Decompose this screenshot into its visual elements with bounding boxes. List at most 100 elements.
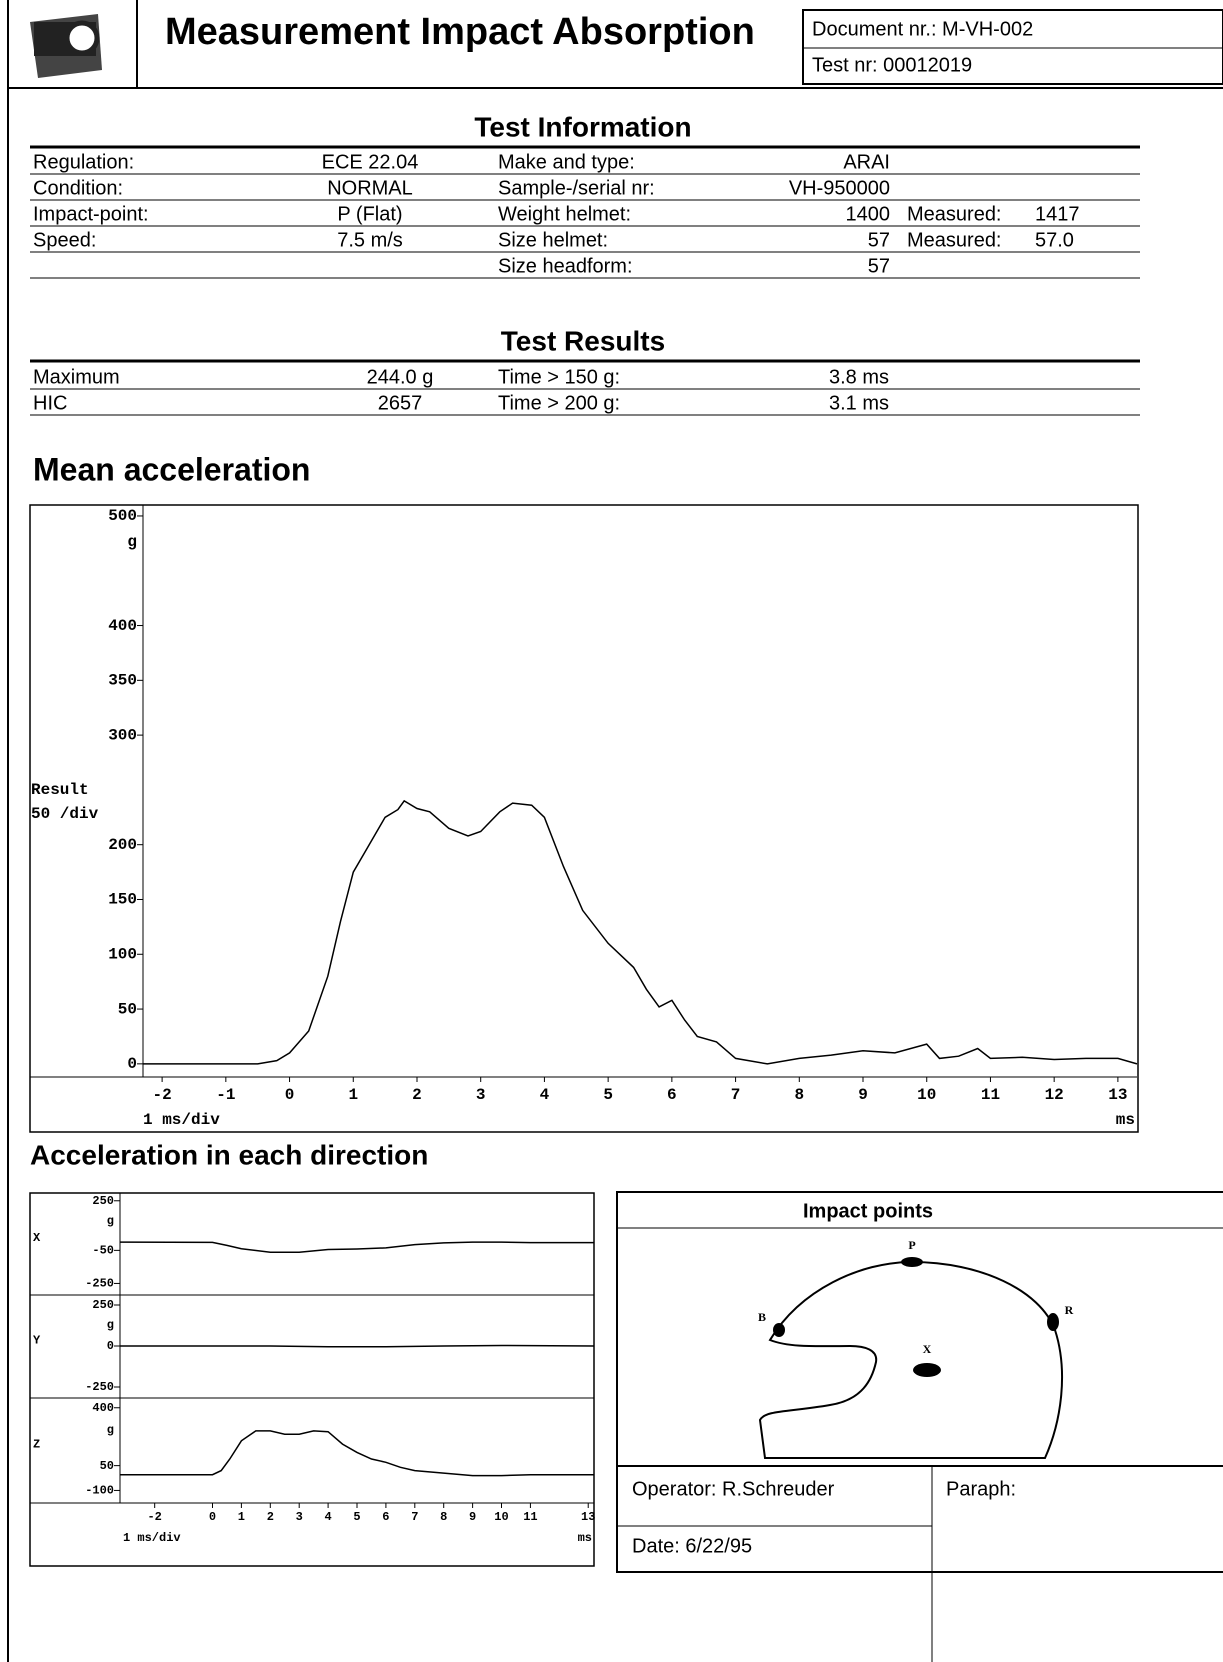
y-tick-label: 250 bbox=[92, 1298, 114, 1312]
page: Measurement Impact Absorption Document n… bbox=[0, 0, 1223, 1662]
cell: 3.8 ms bbox=[829, 366, 889, 388]
x-tick-label: -2 bbox=[153, 1086, 172, 1104]
y-label: Result bbox=[31, 781, 89, 799]
y-tick-label: 0 bbox=[127, 1055, 137, 1073]
cell: Speed: bbox=[33, 229, 96, 251]
x-tick-label: 2 bbox=[267, 1510, 274, 1524]
y-tick-label: 250 bbox=[92, 1194, 114, 1208]
x-tick-label: -2 bbox=[147, 1510, 161, 1524]
cell: Condition: bbox=[33, 177, 123, 199]
cell: Weight helmet: bbox=[498, 203, 631, 225]
cell: 57 bbox=[868, 255, 890, 277]
x-tick-label: 9 bbox=[858, 1086, 868, 1104]
axis-name: Z bbox=[33, 1438, 40, 1452]
x-tick-label: 12 bbox=[1045, 1086, 1064, 1104]
y-tick-label: 400 bbox=[92, 1401, 114, 1415]
x-tick-label: 11 bbox=[981, 1086, 1000, 1104]
impact-point-marker bbox=[913, 1363, 941, 1377]
axis-name: X bbox=[33, 1231, 41, 1245]
x-tick-label: 6 bbox=[382, 1510, 389, 1524]
x-tick-label: 5 bbox=[353, 1510, 360, 1524]
x-tick-label: 8 bbox=[440, 1510, 447, 1524]
section-title: Acceleration in each direction bbox=[30, 1139, 428, 1170]
y-tick-label: -250 bbox=[85, 1380, 114, 1394]
cell: VH-950000 bbox=[789, 177, 890, 199]
x-unit: ms bbox=[578, 1531, 592, 1545]
x-tick-label: 8 bbox=[794, 1086, 804, 1104]
data-line bbox=[143, 801, 1137, 1064]
section-title: Test Information bbox=[474, 111, 691, 142]
document: Measurement Impact Absorption Document n… bbox=[0, 0, 1223, 1662]
impact-point-label: B bbox=[758, 1310, 766, 1324]
impact-title: Impact points bbox=[803, 1200, 933, 1222]
y-tick-label: 350 bbox=[108, 672, 137, 690]
logo bbox=[30, 14, 102, 78]
x-tick-label: 3 bbox=[296, 1510, 303, 1524]
y-tick-label: -50 bbox=[92, 1244, 114, 1258]
x-tick-label: 10 bbox=[917, 1086, 936, 1104]
chart-title: Mean acceleration bbox=[33, 451, 310, 487]
cell: Time > 200 g: bbox=[498, 392, 620, 414]
x-scale: 1 ms/div bbox=[143, 1111, 220, 1129]
cell: Make and type: bbox=[498, 151, 635, 173]
y-scale: 50 /div bbox=[31, 805, 99, 823]
x-tick-label: 7 bbox=[411, 1510, 418, 1524]
impact-point-marker bbox=[901, 1257, 923, 1267]
title: Measurement Impact Absorption bbox=[165, 11, 755, 53]
y-tick-label: 50 bbox=[118, 1000, 137, 1018]
cell: 57 bbox=[868, 229, 890, 251]
y-tick-label: -250 bbox=[85, 1277, 114, 1291]
x-unit: ms bbox=[1116, 1111, 1135, 1129]
section-title: Test Results bbox=[501, 325, 665, 356]
cell: Sample-/serial nr: bbox=[498, 177, 655, 199]
cell: NORMAL bbox=[327, 177, 413, 199]
cell: 1400 bbox=[846, 203, 891, 225]
paraph: Paraph: bbox=[946, 1478, 1016, 1500]
x-tick-label: -1 bbox=[216, 1086, 235, 1104]
impact-point-marker bbox=[773, 1323, 785, 1337]
x-tick-label: 13 bbox=[1108, 1086, 1127, 1104]
cell: ARAI bbox=[843, 151, 890, 173]
document-nr: Document nr.: M-VH-002 bbox=[812, 18, 1033, 40]
y-tick-label: 300 bbox=[108, 726, 137, 744]
impact-point-label: R bbox=[1065, 1303, 1074, 1317]
cell: Measured: bbox=[907, 203, 1002, 225]
x-tick-label: 11 bbox=[523, 1510, 537, 1524]
y-unit: g bbox=[127, 533, 137, 551]
data-line bbox=[120, 1431, 594, 1476]
impact-box bbox=[617, 1192, 1223, 1572]
x-tick-label: 4 bbox=[540, 1086, 550, 1104]
chart-frame bbox=[30, 1193, 594, 1566]
x-tick-label: 5 bbox=[603, 1086, 613, 1104]
x-tick-label: 4 bbox=[324, 1510, 331, 1524]
y-tick-label: 0 bbox=[107, 1339, 114, 1353]
cell: ECE 22.04 bbox=[322, 151, 419, 173]
cell: Size headform: bbox=[498, 255, 633, 277]
operator: Operator: R.Schreuder bbox=[632, 1478, 835, 1500]
y-tick-label: 100 bbox=[108, 945, 137, 963]
data-line bbox=[120, 1346, 594, 1347]
cell: P (Flat) bbox=[337, 203, 402, 225]
x-tick-label: 0 bbox=[209, 1510, 216, 1524]
cell: Size helmet: bbox=[498, 229, 608, 251]
x-tick-label: 10 bbox=[494, 1510, 508, 1524]
x-tick-label: 7 bbox=[731, 1086, 741, 1104]
y-tick-label: 400 bbox=[108, 617, 137, 635]
x-tick-label: 2 bbox=[412, 1086, 422, 1104]
impact-point-label: P bbox=[908, 1238, 915, 1252]
cell: 244.0 g bbox=[367, 366, 434, 388]
y-tick-label: 500 bbox=[108, 507, 137, 525]
x-tick-label: 9 bbox=[469, 1510, 476, 1524]
cell: Measured: bbox=[907, 229, 1002, 251]
cell: 57.0 bbox=[1035, 229, 1074, 251]
cell: Regulation: bbox=[33, 151, 134, 173]
y-tick-label: 150 bbox=[108, 891, 137, 909]
cell: HIC bbox=[33, 392, 67, 414]
x-tick-label: 0 bbox=[285, 1086, 295, 1104]
x-scale: 1 ms/div bbox=[123, 1531, 181, 1545]
x-tick-label: 13 bbox=[581, 1510, 595, 1524]
y-unit: g bbox=[107, 1318, 114, 1332]
x-tick-label: 3 bbox=[476, 1086, 486, 1104]
cell: Impact-point: bbox=[33, 203, 149, 225]
y-unit: g bbox=[107, 1423, 114, 1437]
